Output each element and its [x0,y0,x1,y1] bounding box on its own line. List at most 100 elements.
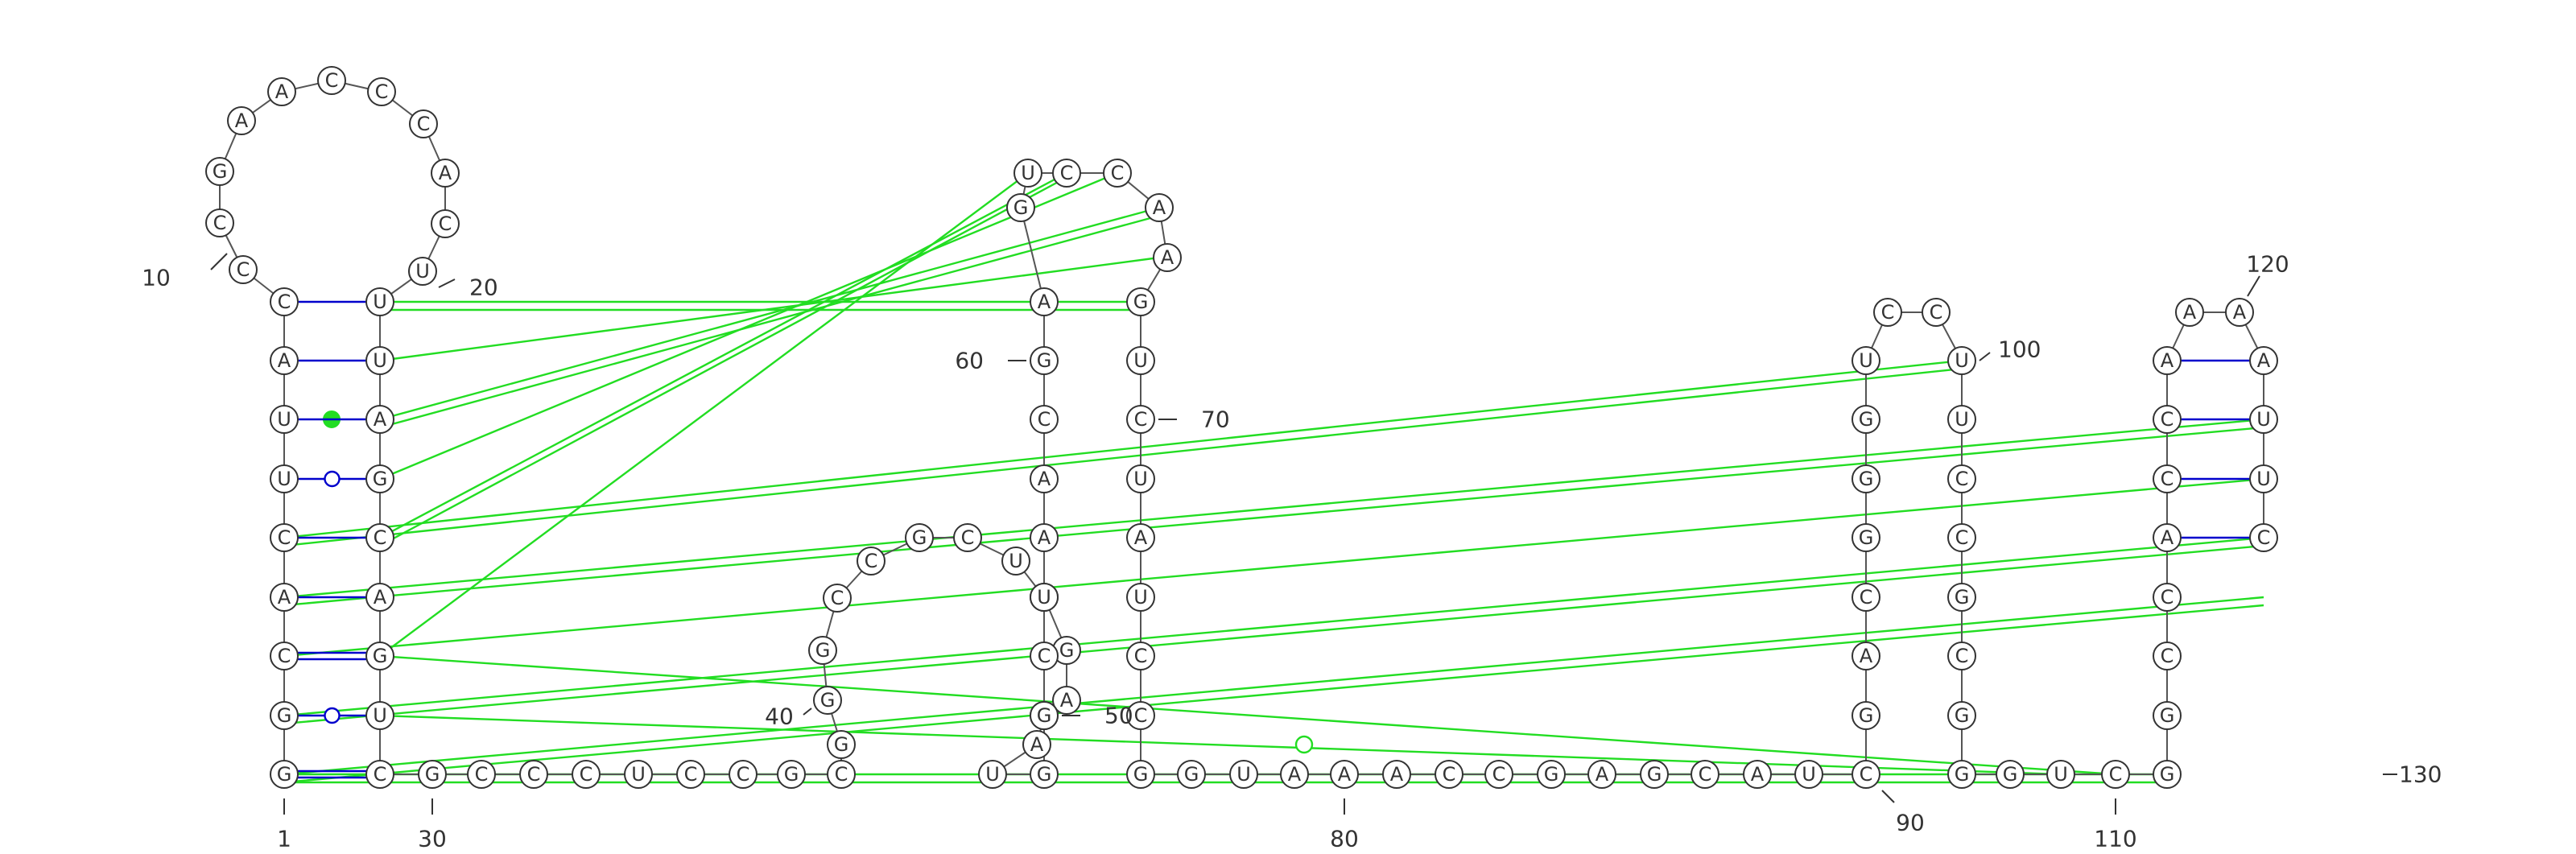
nucleotide-letter: U [373,291,387,313]
nucleotide-letter: A [235,109,249,132]
nucleotide: U [1126,583,1155,612]
position-number: 100 [1998,336,2041,363]
nucleotide: G [1852,523,1880,552]
nucleotide-letter: U [985,763,1000,786]
nucleotide: G [2153,701,2182,730]
nucleotide: A [270,346,299,375]
position-number: 110 [2094,826,2136,852]
nucleotide-letter: A [1060,689,1074,712]
tertiary-interaction [283,544,2264,725]
nucleotide-circle [227,106,256,135]
nucleotide-letter: U [2054,763,2068,786]
nucleotide: C [1922,298,1951,327]
nucleotide-circle [1794,760,1823,789]
nucleotide: C [2101,760,2130,789]
nucleotide-letter: U [1955,349,1969,372]
nucleotide-letter: C [1930,301,1943,324]
nucleotide-letter: C [684,763,698,786]
nucleotide: C [1030,405,1059,434]
nucleotide-circle [270,760,299,789]
nucleotide: A [2153,346,2182,375]
nucleotide-letter: U [373,349,387,372]
nucleotide-letter: U [1236,763,1251,786]
nucleotide-circle [823,584,852,613]
nucleotide: G [1030,760,1059,789]
nucleotide-letter: A [439,162,452,184]
nucleotide-circle [2249,405,2278,434]
nucleotide-letter: C [374,526,387,549]
nucleotide-circle [1640,760,1669,789]
nucleotide-circle [1947,464,1976,493]
nucleotide: C [1484,760,1513,789]
nucleotide-circle [270,701,299,730]
nucleotide-circle [270,583,299,612]
nucleotide-letter: C [278,526,291,549]
nucleotide-letter: G [1133,763,1149,786]
nucleotide: G [1852,701,1880,730]
nucleotide: G [2153,760,2182,789]
nucleotide-letter: U [1133,468,1148,490]
nucleotide: C [676,760,705,789]
nucleotide: G [365,642,394,670]
nucleotide: G [1947,760,1976,789]
nucleotide: U [2249,464,2278,493]
nucleotide-circle [2153,642,2182,670]
tertiary-interaction-lines [283,171,2264,784]
nucleotide-circle [1852,583,1880,612]
nucleotide-letter: G [1037,763,1052,786]
nucleotide-circle [2153,701,2182,730]
nucleotide-circle [1852,464,1880,493]
nucleotide-letter: C [1492,763,1506,786]
tertiary-pair-marker [1294,735,1314,754]
nucleotide-letter: C [375,80,389,103]
nucleotide-circle [813,686,842,715]
nucleotide-circle [1030,583,1059,612]
nucleotide-circle [267,77,296,106]
tertiary-interaction [379,714,2062,776]
nucleotide: C [1947,642,1976,670]
nucleotide: A [1030,464,1059,493]
nucleotide: C [467,760,496,789]
nucleotide: G [813,686,842,715]
nucleotide-letter: C [213,212,227,234]
nucleotide: C [229,255,258,284]
nucleotide: A [1330,760,1359,789]
nucleotide: C [365,760,394,789]
nucleotide-letter: G [912,526,927,549]
position-number: 20 [469,274,498,301]
nucleotide-circle [905,523,934,552]
nucleotide: G [270,760,299,789]
nucleotide: U [2249,405,2278,434]
nucleotide-circle [1852,405,1880,434]
tertiary-interaction [283,477,2264,658]
nucleotide: C [1947,523,1976,552]
nucleotide: U [270,405,299,434]
nucleotide-circle [431,209,460,238]
nucleotide-circle [729,760,758,789]
nucleotide: U [2046,760,2075,789]
nucleotide-letter: U [1037,586,1051,609]
nucleotide-circle [1435,760,1463,789]
nucleotide-letter: U [1021,162,1035,184]
gu-pair-marker [324,707,341,724]
nucleotide-circle [827,760,856,789]
nucleotide: A [2249,346,2278,375]
nucleotide-circle [2225,298,2254,327]
position-tick [2247,275,2260,297]
nucleotide-circle [2249,523,2278,552]
nucleotide-letter: C [1134,645,1148,667]
nucleotide-letter: G [820,689,836,712]
nucleotide-letter: U [1133,349,1148,372]
position-tick [803,708,812,716]
tertiary-interaction [283,596,2264,776]
nucleotide: U [1794,760,1823,789]
nucleotide: C [2153,583,2182,612]
nucleotide-letter: G [1544,763,1559,786]
nucleotide: C [827,760,856,789]
nucleotide: C [857,547,886,576]
nucleotide-letter: G [1059,639,1075,662]
nucleotide: U [1126,346,1155,375]
nucleotide-circle [624,760,653,789]
nucleotide-circle [1852,701,1880,730]
nucleotide-circle [1030,287,1059,316]
